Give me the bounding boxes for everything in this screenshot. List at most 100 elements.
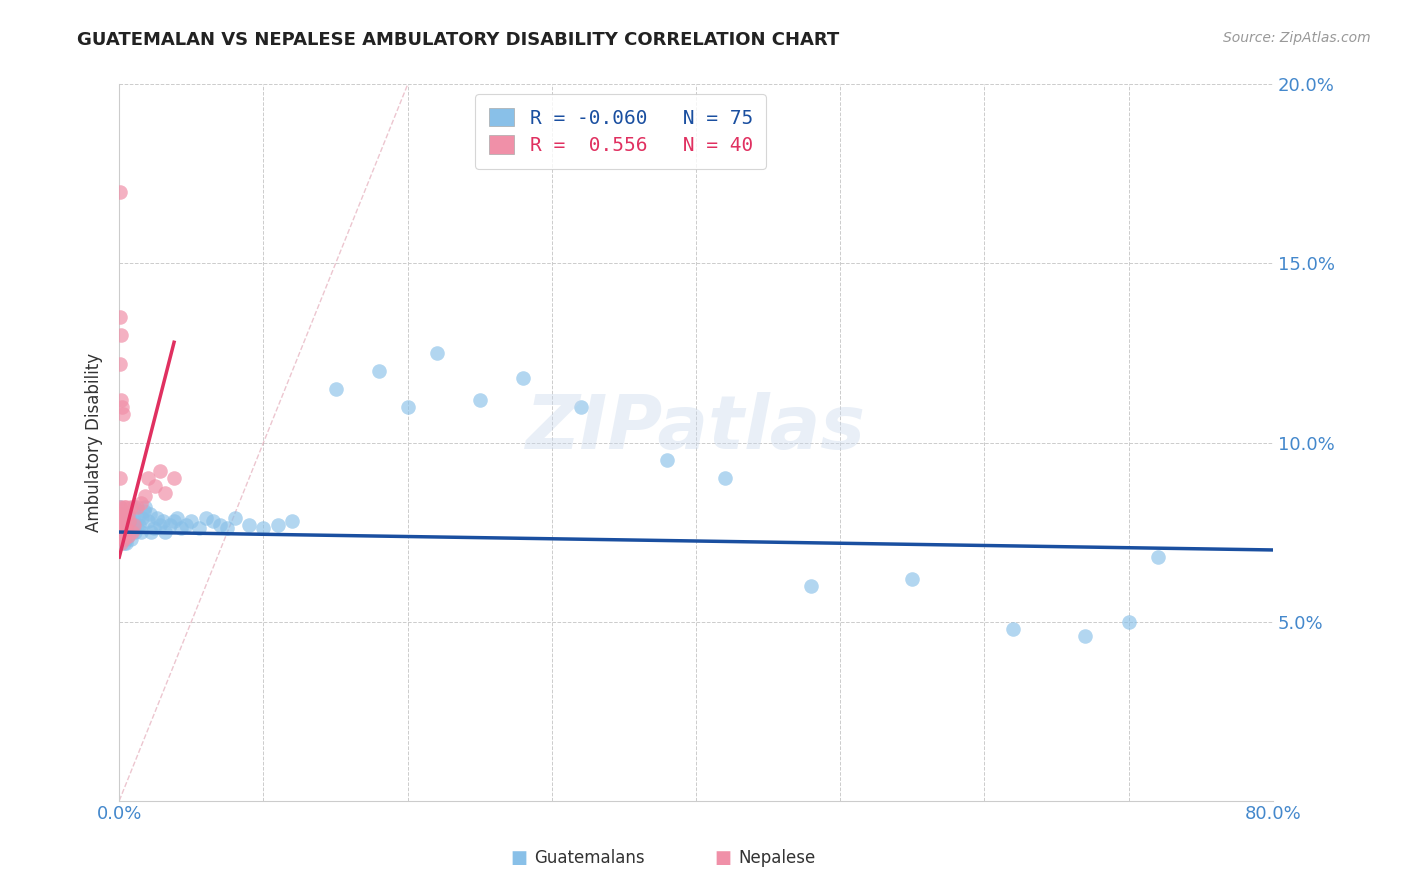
Point bbox=[112, 517, 135, 532]
Point bbox=[155, 485, 177, 500]
Text: GUATEMALAN VS NEPALESE AMBULATORY DISABILITY CORRELATION CHART: GUATEMALAN VS NEPALESE AMBULATORY DISABI… bbox=[77, 31, 839, 49]
Point bbox=[149, 517, 172, 532]
Text: ZIPatlas: ZIPatlas bbox=[526, 392, 866, 465]
Point bbox=[111, 532, 134, 546]
Point bbox=[111, 517, 134, 532]
Point bbox=[110, 514, 132, 528]
Point bbox=[149, 464, 172, 478]
Point bbox=[114, 517, 136, 532]
Point bbox=[267, 517, 290, 532]
Point bbox=[131, 510, 153, 524]
Point bbox=[114, 510, 136, 524]
Point bbox=[117, 517, 139, 532]
Point bbox=[108, 185, 131, 199]
Point bbox=[134, 500, 156, 514]
Point bbox=[114, 532, 136, 546]
Point bbox=[468, 392, 491, 407]
Point bbox=[132, 503, 155, 517]
Point bbox=[111, 524, 134, 539]
Point bbox=[108, 310, 131, 325]
Point bbox=[152, 514, 174, 528]
Point bbox=[110, 532, 132, 546]
Point bbox=[170, 521, 193, 535]
Point bbox=[117, 528, 139, 542]
Point bbox=[108, 514, 131, 528]
Point bbox=[111, 514, 134, 528]
Point bbox=[120, 517, 142, 532]
Point bbox=[118, 514, 141, 528]
Point bbox=[120, 532, 142, 546]
Point bbox=[122, 517, 145, 532]
Point bbox=[122, 514, 145, 528]
Point bbox=[139, 524, 162, 539]
Point bbox=[125, 521, 148, 535]
Point bbox=[121, 524, 143, 539]
Point bbox=[174, 517, 197, 532]
Point bbox=[111, 400, 134, 414]
Point bbox=[138, 507, 160, 521]
Text: Guatemalans: Guatemalans bbox=[534, 849, 645, 867]
Point bbox=[110, 524, 132, 539]
Point bbox=[108, 500, 131, 514]
Point bbox=[129, 496, 152, 510]
Text: ■: ■ bbox=[510, 849, 527, 867]
Point bbox=[110, 507, 132, 521]
Point bbox=[115, 514, 138, 528]
Point bbox=[112, 521, 135, 535]
Point bbox=[111, 521, 134, 535]
Point bbox=[122, 500, 145, 514]
Point bbox=[800, 579, 823, 593]
Text: Source: ZipAtlas.com: Source: ZipAtlas.com bbox=[1223, 31, 1371, 45]
Point bbox=[110, 357, 132, 371]
Point bbox=[127, 510, 149, 524]
Point bbox=[657, 453, 679, 467]
Point bbox=[115, 536, 138, 550]
Point bbox=[117, 528, 139, 542]
Point bbox=[281, 514, 304, 528]
Point bbox=[1074, 629, 1097, 643]
Point bbox=[180, 514, 202, 528]
Point bbox=[118, 524, 141, 539]
Point bbox=[110, 392, 132, 407]
Point bbox=[714, 471, 737, 485]
Point bbox=[115, 521, 138, 535]
Point bbox=[108, 471, 131, 485]
Point bbox=[114, 524, 136, 539]
Point bbox=[111, 521, 134, 535]
Point bbox=[425, 346, 447, 360]
Point bbox=[111, 507, 134, 521]
Point bbox=[112, 507, 135, 521]
Point bbox=[252, 521, 274, 535]
Point bbox=[187, 521, 209, 535]
Point bbox=[110, 517, 132, 532]
Point bbox=[325, 382, 347, 396]
Point bbox=[129, 524, 152, 539]
Point bbox=[367, 364, 389, 378]
Point bbox=[125, 500, 148, 514]
Point bbox=[163, 471, 186, 485]
Point bbox=[134, 489, 156, 503]
Point bbox=[224, 510, 246, 524]
Point bbox=[112, 528, 135, 542]
Text: Nepalese: Nepalese bbox=[738, 849, 815, 867]
Point bbox=[238, 517, 260, 532]
Point bbox=[114, 524, 136, 539]
Point bbox=[569, 400, 592, 414]
Point bbox=[110, 528, 132, 542]
Point bbox=[110, 517, 132, 532]
Point bbox=[217, 521, 239, 535]
Point bbox=[117, 507, 139, 521]
Point bbox=[145, 510, 167, 524]
Point bbox=[1146, 550, 1168, 565]
Point bbox=[901, 572, 924, 586]
Point bbox=[110, 510, 132, 524]
Point bbox=[136, 471, 159, 485]
Point bbox=[112, 532, 135, 546]
Point bbox=[110, 328, 132, 343]
Point bbox=[142, 521, 165, 535]
Point bbox=[108, 500, 131, 514]
Point bbox=[121, 521, 143, 535]
Point bbox=[201, 514, 224, 528]
Text: ■: ■ bbox=[714, 849, 731, 867]
Point bbox=[110, 507, 132, 521]
